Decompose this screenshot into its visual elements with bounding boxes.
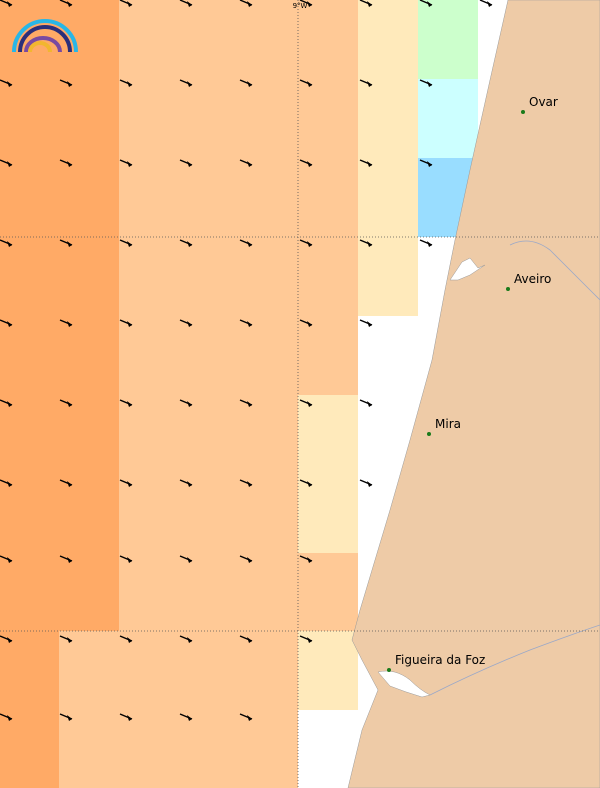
meridian-label: 9°W	[293, 2, 308, 10]
grid-cells	[0, 0, 478, 788]
wind-arrow-head	[187, 321, 192, 327]
wind-arrow-head	[367, 81, 372, 87]
wind-arrow-head	[67, 637, 72, 643]
wind-arrow-head	[367, 321, 372, 327]
wind-arrow-head	[247, 1, 252, 7]
wind-arrow-head	[127, 81, 132, 87]
wind-arrow-head	[307, 321, 312, 327]
wind-arrow-head	[67, 557, 72, 563]
wind-arrow-head	[367, 161, 372, 167]
wind-arrow-head	[187, 81, 192, 87]
wind-arrow-head	[247, 241, 252, 247]
place-dot	[387, 668, 391, 672]
wind-arrow-head	[307, 557, 312, 563]
wind-arrow-head	[127, 715, 132, 721]
place-label: Figueira da Foz	[395, 653, 485, 667]
wind-arrow-head	[187, 161, 192, 167]
wind-arrow-head	[247, 715, 252, 721]
wind-arrow-head	[127, 637, 132, 643]
wind-arrow-head	[307, 481, 312, 487]
wind-arrow-head	[187, 481, 192, 487]
wind-arrow-head	[187, 637, 192, 643]
wind-arrow-head	[247, 401, 252, 407]
wind-arrow-head	[7, 241, 12, 247]
wind-arrow-head	[307, 241, 312, 247]
wind-arrow-head	[367, 1, 372, 7]
wind-arrow-head	[7, 715, 12, 721]
wind-arrow-head	[67, 1, 72, 7]
wind-arrow-head	[487, 1, 492, 7]
wind-arrow-head	[187, 241, 192, 247]
wind-arrow-head	[427, 81, 432, 87]
river	[509, 240, 600, 301]
wind-arrow-head	[187, 401, 192, 407]
wind-arrow-head	[307, 401, 312, 407]
wind-arrow-head	[307, 161, 312, 167]
wind-arrow-head	[127, 557, 132, 563]
wind-arrow-head	[247, 557, 252, 563]
wind-arrow-head	[67, 321, 72, 327]
places: Ovar Aveiro Mira Figueira da Foz	[387, 95, 558, 672]
wind-arrow-head	[367, 401, 372, 407]
wind-arrow-head	[7, 81, 12, 87]
wind-arrow-head	[7, 1, 12, 7]
place-label: Ovar	[529, 95, 558, 109]
wind-arrow-head	[7, 401, 12, 407]
land	[347, 0, 600, 788]
logo	[12, 19, 78, 53]
wind-arrow-head	[7, 161, 12, 167]
wind-arrow-head	[247, 637, 252, 643]
lagoon	[449, 257, 486, 281]
wind-arrow-head	[67, 481, 72, 487]
wind-arrow-head	[427, 241, 432, 247]
wind-arrow-head	[67, 81, 72, 87]
place-label: Mira	[435, 417, 461, 431]
wind-arrow-head	[7, 481, 12, 487]
wind-arrow-head	[67, 715, 72, 721]
wind-arrow-head	[127, 401, 132, 407]
wind-arrow-head	[367, 241, 372, 247]
place-label: Aveiro	[514, 272, 551, 286]
wind-arrow-head	[247, 321, 252, 327]
place-dot	[506, 287, 510, 291]
river	[429, 624, 600, 696]
wind-arrow-head	[247, 481, 252, 487]
wind-arrow-head	[127, 241, 132, 247]
wind-arrow-head	[67, 401, 72, 407]
wind-arrow-head	[247, 161, 252, 167]
wind-arrow-head	[187, 1, 192, 7]
wind-arrow-head	[67, 241, 72, 247]
wind-arrow-head	[427, 161, 432, 167]
wind-arrow-head	[427, 1, 432, 7]
wind-arrow-head	[187, 715, 192, 721]
place-dot	[521, 110, 525, 114]
wind-arrow-head	[307, 81, 312, 87]
wind-arrow-head	[187, 557, 192, 563]
wind-arrows	[0, 0, 493, 721]
wind-arrow-head	[67, 161, 72, 167]
wind-arrow-head	[307, 1, 312, 7]
wind-arrow-head	[127, 321, 132, 327]
wind-arrow-head	[7, 557, 12, 563]
wind-arrow-head	[127, 161, 132, 167]
place-dot	[427, 432, 431, 436]
wind-arrow-head	[7, 637, 12, 643]
wind-arrow-head	[127, 481, 132, 487]
wind-arrow-head	[127, 1, 132, 7]
wind-arrow-head	[7, 321, 12, 327]
estuary	[377, 670, 431, 698]
wind-arrow-head	[367, 481, 372, 487]
wind-arrow-head	[247, 81, 252, 87]
wind-arrow-head	[307, 637, 312, 643]
